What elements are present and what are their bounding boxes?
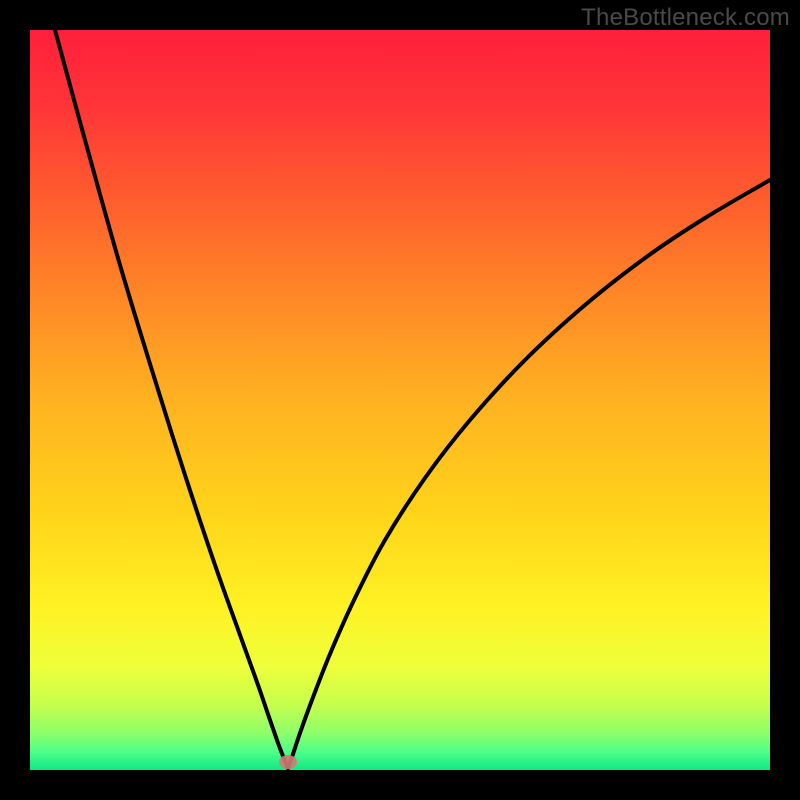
bottleneck-curve [30,30,770,770]
curve-right-branch [288,180,770,768]
plot-area [30,30,770,770]
optimal-point-marker [279,755,297,769]
watermark-text: TheBottleneck.com [581,4,790,32]
curve-left-branch [55,30,288,768]
